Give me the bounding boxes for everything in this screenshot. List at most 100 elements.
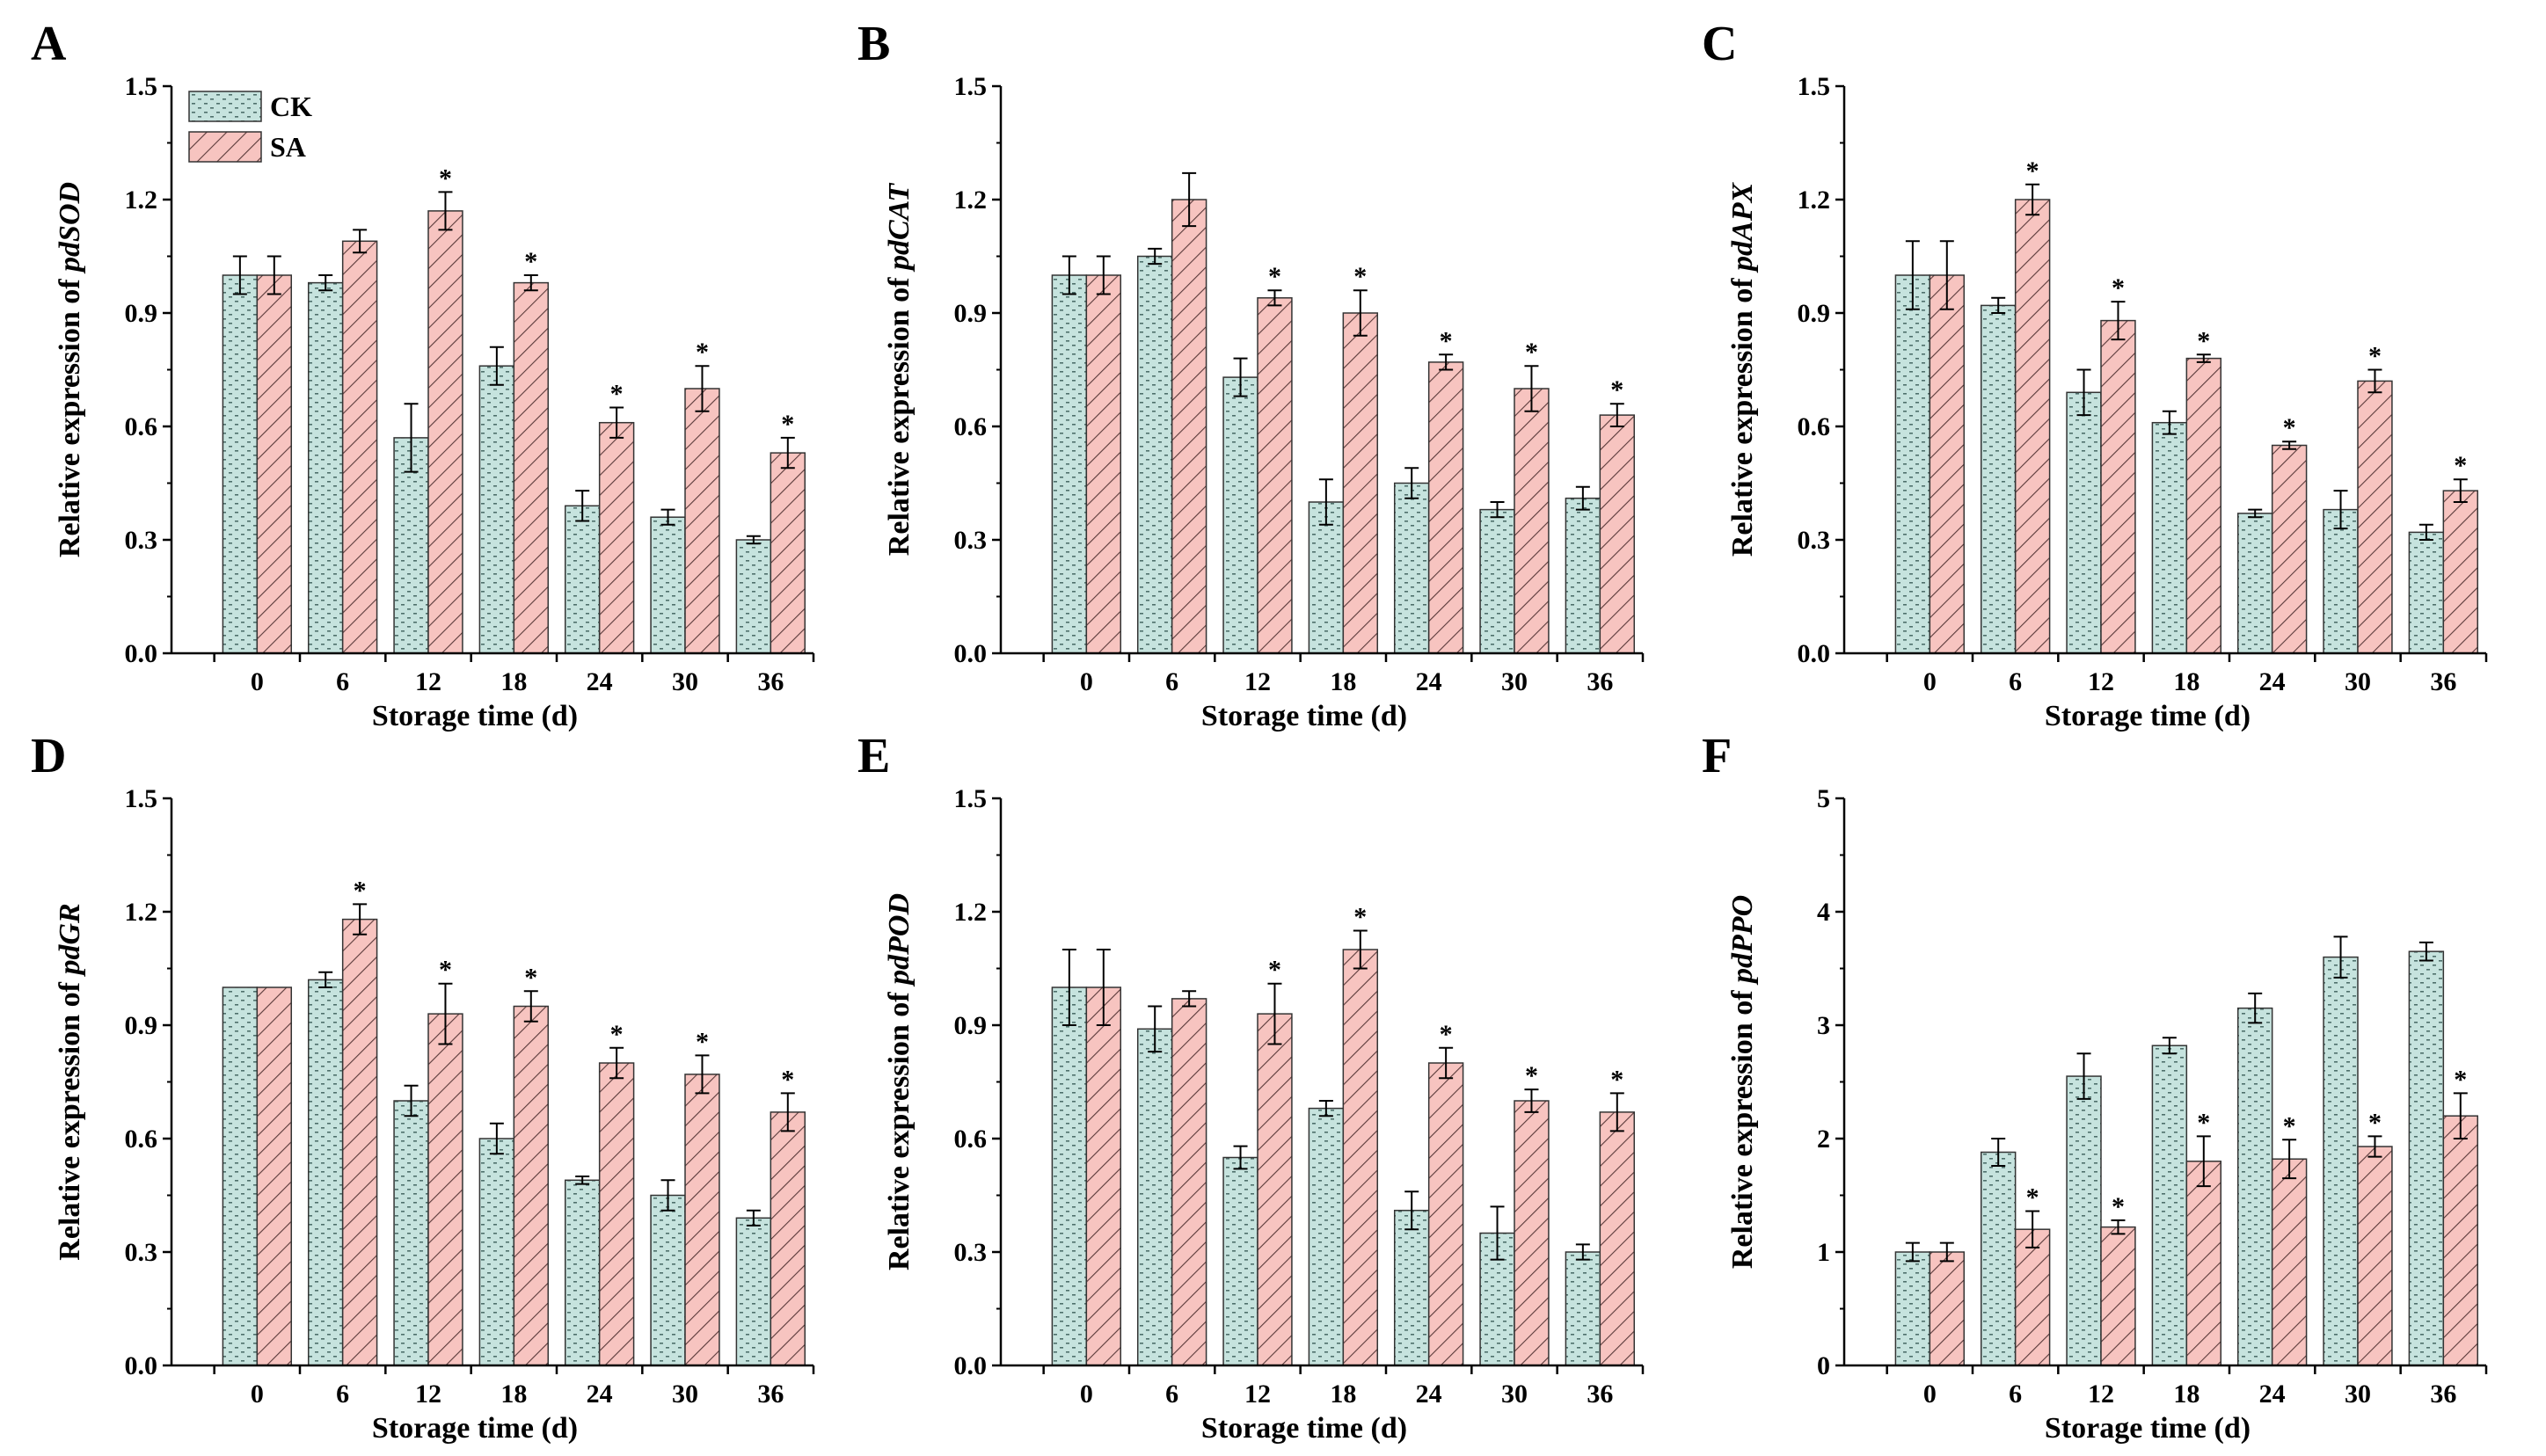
error-bar	[780, 1092, 795, 1132]
bar-ck-12	[2066, 391, 2102, 654]
legend-label-ck: CK	[270, 91, 312, 122]
significance-marker: *	[524, 963, 537, 992]
bar-sa-6	[341, 918, 378, 1366]
x-tick-label: 12	[2088, 1380, 2114, 1409]
error-bar	[1905, 240, 1920, 310]
x-tick-label: 24	[2259, 667, 2286, 696]
bar-ck-12	[1222, 376, 1258, 654]
bar-ck-36	[2408, 531, 2445, 654]
x-tick-label: 0	[251, 1380, 264, 1409]
error-bar	[1991, 296, 2006, 314]
y-tick-label: 0.0	[125, 1351, 158, 1380]
significance-marker: *	[1440, 1020, 1453, 1049]
y-tick-label: 0.3	[125, 526, 158, 555]
error-bar	[2111, 301, 2126, 341]
y-tick-label: 1.5	[125, 72, 158, 101]
error-bar	[266, 255, 281, 295]
bar-sa-6	[2014, 1228, 2051, 1366]
bar-ck-12	[393, 1100, 429, 1366]
y-tick-label: 0.3	[954, 1238, 988, 1267]
error-bar	[1061, 255, 1076, 295]
bar-sa-36	[2442, 490, 2479, 654]
y-tick-label: 0.3	[1798, 526, 1831, 555]
y-axis-title-gene: pdPOD	[883, 893, 916, 987]
y-tick-label: 0.0	[954, 1351, 988, 1380]
significance-marker: *	[781, 1065, 794, 1094]
error-bar	[1905, 1241, 1920, 1263]
bar-ck-36	[735, 539, 772, 654]
x-tick-label: 36	[2430, 1380, 2456, 1409]
error-bar	[2282, 440, 2297, 450]
panel-letter: E	[857, 729, 890, 783]
y-axis-title-prefix: Relative expression of	[54, 272, 86, 557]
bar-ck-6	[1980, 304, 2017, 654]
y-axis-title: Relative expression of pdGR	[54, 903, 86, 1260]
error-bar	[1096, 255, 1111, 295]
legend-label-sa: SA	[270, 131, 306, 163]
bar-sa-6	[1171, 998, 1207, 1366]
x-tick-label: 6	[1165, 1380, 1178, 1409]
bar-sa-30	[1514, 388, 1550, 654]
bar-sa-6	[2014, 199, 2051, 654]
bar-ck-24	[2236, 513, 2273, 654]
y-tick-label: 0.6	[954, 1125, 988, 1154]
error-bar	[2333, 935, 2348, 979]
y-axis-title-gene: pdCAT	[883, 183, 916, 273]
x-tick-label: 0	[1923, 667, 1937, 696]
significance-marker: *	[2026, 1183, 2039, 1212]
error-bar	[1353, 289, 1368, 337]
bar-ck-18	[478, 365, 515, 654]
x-axis-title: Storage time (d)	[1201, 1412, 1407, 1445]
x-tick-label: 36	[757, 667, 784, 696]
error-bar	[318, 274, 333, 292]
y-tick-label: 0.9	[954, 1011, 988, 1040]
x-axis-title: Storage time (d)	[372, 1412, 578, 1445]
error-bar	[438, 982, 453, 1045]
bar-ck-0	[1894, 1251, 1931, 1366]
chart-panel-a: A * * * * * 0.0 0.3 0.6 0.9 1.2 1.5 0 6 12 18 24 30 36 Stor…	[31, 17, 815, 732]
x-tick-label: 0	[1923, 1380, 1937, 1409]
y-tick-label: 0.0	[1798, 639, 1831, 668]
bar-ck-0	[1051, 986, 1088, 1366]
error-bar	[2453, 1092, 2468, 1139]
error-bar	[2162, 1037, 2177, 1055]
x-tick-label: 12	[415, 667, 441, 696]
y-tick-label: 0.0	[954, 639, 988, 668]
error-bar	[2333, 490, 2348, 530]
bar-ck-36	[1565, 1251, 1601, 1366]
error-bar	[1182, 990, 1197, 1008]
x-tick-label: 18	[1330, 1380, 1356, 1409]
significance-marker: *	[781, 410, 794, 439]
error-bar	[2248, 992, 2263, 1024]
error-bar	[2025, 183, 2040, 216]
chart-panel-e: E * * * * * 0.0 0.3 0.6 0.9 1.2 1.5 0 6 12 18 24 30 36 Stor…	[857, 729, 1645, 1445]
significance-marker: *	[2368, 342, 2382, 371]
error-bar	[2367, 368, 2382, 394]
bar-ck-36	[1565, 497, 1601, 654]
bar-sa-36	[1599, 414, 1636, 654]
x-tick-label: 18	[500, 1380, 527, 1409]
y-axis-title-prefix: Relative expression of	[1726, 983, 1759, 1269]
y-tick-label: 1.5	[954, 72, 988, 101]
error-bar	[1267, 289, 1282, 307]
significance-marker: *	[2197, 1108, 2210, 1137]
error-bar	[575, 490, 590, 522]
error-bar	[523, 274, 538, 292]
bar-ck-18	[1308, 501, 1345, 654]
bar-sa-0	[1929, 274, 1966, 654]
panel-letter: D	[31, 729, 66, 783]
y-tick-label: 0.6	[125, 412, 158, 441]
y-axis-title-prefix: Relative expression of	[883, 270, 916, 556]
x-tick-label: 36	[2430, 667, 2456, 696]
significance-marker: *	[439, 956, 452, 985]
significance-marker: *	[1353, 262, 1367, 291]
bar-ck-36	[2408, 950, 2445, 1366]
y-tick-label: 0.9	[125, 1011, 158, 1040]
significance-marker: *	[354, 876, 367, 905]
y-axis-title-prefix: Relative expression of	[883, 985, 916, 1270]
error-bar	[575, 1176, 590, 1185]
error-bar	[523, 990, 538, 1023]
y-axis-title-gene: pdGR	[54, 903, 86, 977]
bar-ck-24	[564, 1179, 601, 1366]
